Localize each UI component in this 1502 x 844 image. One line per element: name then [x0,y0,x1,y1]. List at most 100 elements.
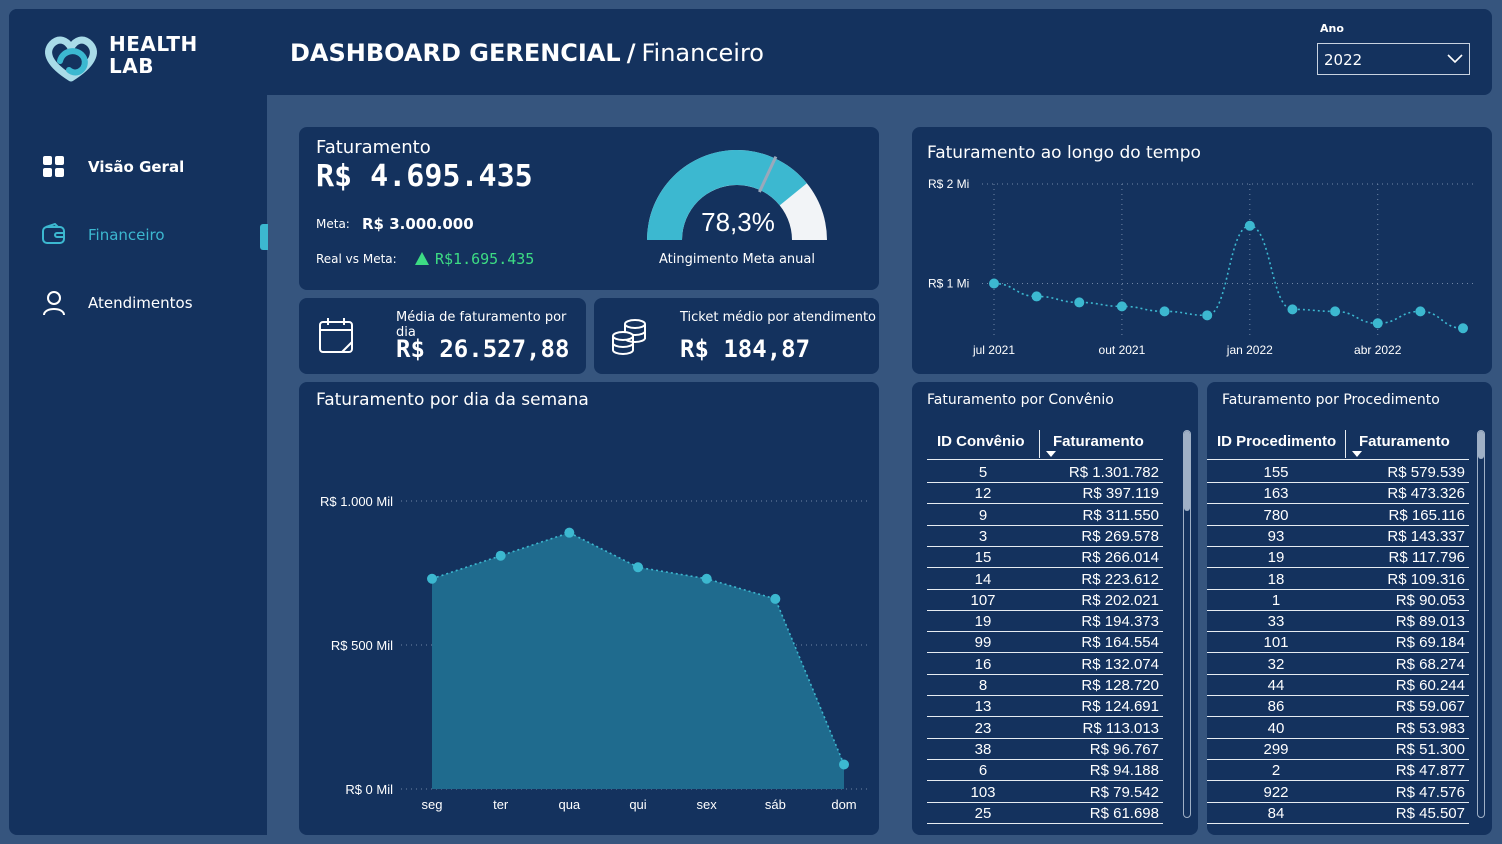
logo-line2: LAB [109,54,154,78]
table-row[interactable]: 93 R$ 143.337 [1207,526,1469,547]
nav-item-financeiro[interactable]: Financeiro [40,217,260,253]
table-row[interactable]: 19 R$ 194.373 [927,611,1163,633]
table-row[interactable]: 103 R$ 79.542 [927,782,1163,803]
table-row[interactable]: 780 R$ 165.116 [1207,505,1469,526]
table-cell-id: 2 [1271,762,1281,780]
gauge-caption: Atingimento Meta anual [659,252,815,267]
table-header-separator [1039,430,1040,458]
convenio-table-title: Faturamento por Convênio [927,392,1114,408]
area-chart-x-tick-label: ter [493,797,509,812]
table-cell-id: 40 [1267,719,1285,737]
line-chart-point[interactable] [1372,318,1383,329]
media-dia-card: Média de faturamento por dia R$ 26.527,8… [299,298,586,374]
table-cell-id: 19 [974,613,992,631]
table-cell-id: 155 [1263,464,1289,481]
table-row[interactable]: 14 R$ 223.612 [927,569,1163,590]
table-row[interactable]: 40 R$ 53.983 [1207,718,1469,739]
convenio-scrollbar-thumb[interactable] [1184,431,1190,511]
procedimento-scrollbar-thumb[interactable] [1478,431,1484,459]
table-cell-id: 18 [1267,570,1285,588]
area-chart-point[interactable] [839,759,849,770]
table-row[interactable]: 5 R$ 1.301.782 [927,462,1163,483]
coins-icon [612,319,646,355]
page-title-main: DASHBOARD GERENCIAL [290,39,621,67]
area-chart-point[interactable] [701,573,712,584]
table-row[interactable]: 32 R$ 68.274 [1207,654,1469,675]
area-chart-point[interactable] [564,527,575,538]
table-row[interactable]: 38 R$ 96.767 [927,739,1163,760]
table-row[interactable]: 2 R$ 47.877 [1207,760,1469,782]
area-chart-y-tick-label: R$ 1.000 Mil [320,494,393,509]
table-row[interactable]: 922 R$ 47.576 [1207,782,1469,803]
table-cell-id: 6 [978,762,988,780]
table-cell-value: R$ 60.244 [1395,677,1465,694]
line-chart-point[interactable] [1202,310,1213,321]
line-chart-point[interactable] [1330,306,1341,317]
table-header-separator [1345,430,1346,458]
area-chart-x-tick-label: sáb [765,797,786,812]
table-row[interactable]: 163 R$ 473.326 [1207,483,1469,505]
table-row[interactable]: 19 R$ 117.796 [1207,547,1469,569]
sort-desc-icon[interactable] [1351,450,1363,458]
table-row[interactable]: 13 R$ 124.691 [927,696,1163,718]
table-row[interactable]: 9 R$ 311.550 [927,505,1163,526]
line-chart-point[interactable] [1415,306,1426,317]
line-chart-point[interactable] [1458,323,1468,334]
table-row[interactable]: 86 R$ 59.067 [1207,696,1469,718]
gauge-chart [647,150,827,240]
table-row[interactable]: 8 R$ 128.720 [927,675,1163,696]
line-chart-point[interactable] [1287,304,1298,315]
kpi-faturamento-card: Faturamento R$ 4.695.435 Meta: R$ 3.000.… [299,127,879,290]
table-row[interactable]: 23 R$ 113.013 [927,718,1163,739]
table-header-col2[interactable]: Faturamento [1053,433,1144,450]
table-cell-value: R$ 132.074 [1081,655,1159,673]
table-row[interactable]: 155 R$ 579.539 [1207,462,1469,483]
area-chart-point[interactable] [495,550,506,561]
nav-item-atendimentos[interactable]: Atendimentos [40,285,260,321]
table-row[interactable]: 6 R$ 94.188 [927,760,1163,782]
nav-item-visao-geral[interactable]: Visão Geral [40,149,260,185]
table-cell-value: R$ 53.983 [1395,719,1465,737]
table-row[interactable]: 33 R$ 89.013 [1207,611,1469,633]
line-chart-point[interactable] [989,278,999,289]
area-chart-point[interactable] [427,573,437,584]
table-cell-id: 33 [1267,613,1285,631]
procedimento-scrollbar[interactable] [1477,430,1485,818]
sidebar: HEALTH LAB [9,9,267,835]
table-row[interactable]: 16 R$ 132.074 [927,654,1163,675]
table-cell-value: R$ 61.698 [1089,804,1159,822]
table-cell-value: R$ 124.691 [1081,698,1159,716]
sort-desc-icon[interactable] [1045,450,1057,458]
table-row[interactable]: 44 R$ 60.244 [1207,675,1469,696]
line-chart-point[interactable] [1159,306,1170,317]
table-row[interactable]: 101 R$ 69.184 [1207,632,1469,654]
table-cell-id: 84 [1267,804,1285,822]
table-cell-value: R$ 397.119 [1082,485,1159,503]
table-row[interactable]: 299 R$ 51.300 [1207,739,1469,760]
table-row[interactable]: 18 R$ 109.316 [1207,569,1469,590]
line-chart-point[interactable] [1116,301,1127,312]
table-header-col1[interactable]: ID Procedimento [1217,433,1337,450]
convenio-scrollbar[interactable] [1183,430,1191,818]
table-cell-id: 163 [1263,485,1289,503]
table-row[interactable]: 3 R$ 269.578 [927,526,1163,547]
line-chart-point[interactable] [1074,297,1085,308]
table-row[interactable]: 107 R$ 202.021 [927,590,1163,611]
line-chart-point[interactable] [1031,291,1042,302]
table-header-underline [927,459,1039,460]
area-chart-point[interactable] [770,593,781,604]
line-chart-point[interactable] [1244,220,1255,231]
table-cell-id: 16 [974,655,992,673]
table-row[interactable]: 12 R$ 397.119 [927,483,1163,505]
table-row[interactable]: 1 R$ 90.053 [1207,590,1469,611]
area-chart-point[interactable] [633,562,643,573]
area-chart-x-tick-label: sex [697,797,718,812]
year-filter-dropdown[interactable]: 2022 [1317,43,1470,75]
table-header-col1[interactable]: ID Convênio [937,433,1025,450]
table-row[interactable]: 99 R$ 164.554 [927,632,1163,654]
table-row[interactable]: 84 R$ 45.507 [1207,803,1469,824]
table-row[interactable]: 15 R$ 266.014 [927,547,1163,569]
area-chart-x-tick-label: seg [422,797,443,812]
table-row[interactable]: 25 R$ 61.698 [927,803,1163,824]
table-header-col2[interactable]: Faturamento [1359,433,1450,450]
